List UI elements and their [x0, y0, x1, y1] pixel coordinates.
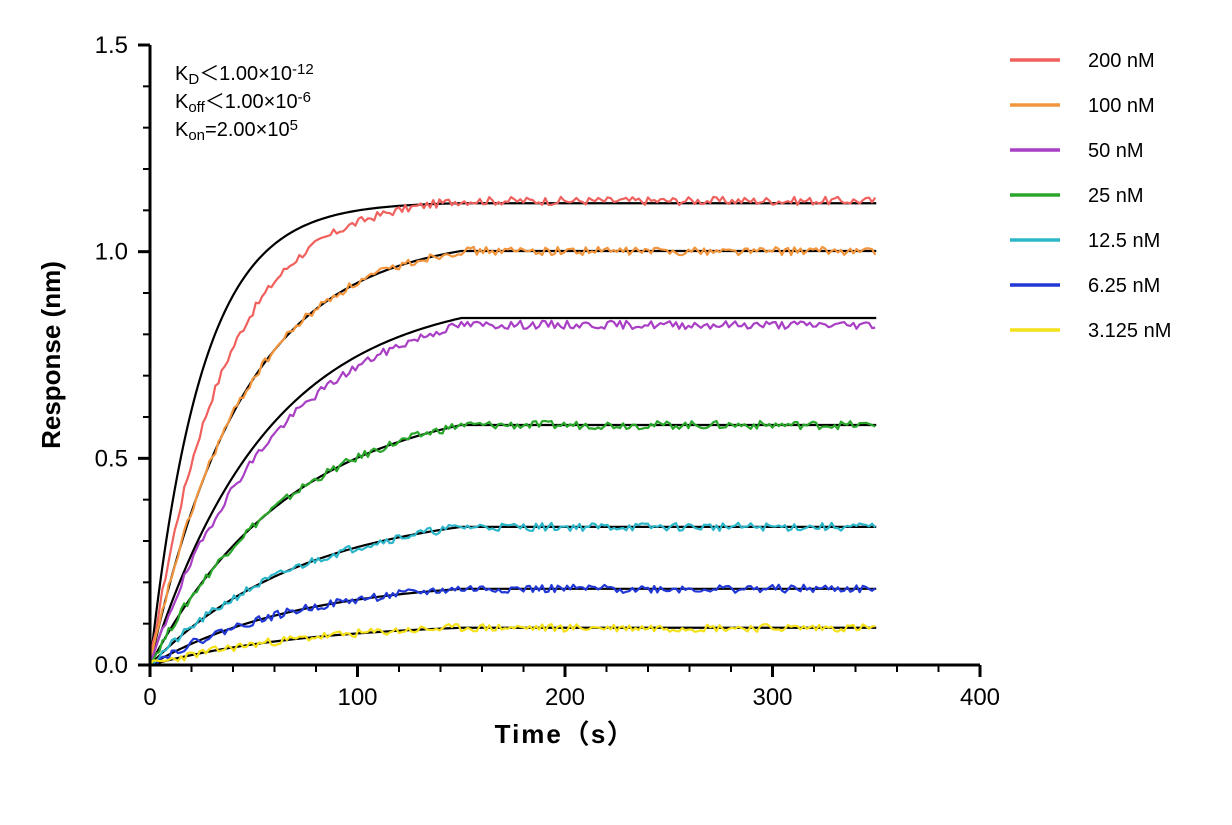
x-tick-label: 400 [960, 684, 1000, 711]
x-axis-label: Time（s） [495, 719, 636, 749]
legend-label: 12.5 nM [1088, 230, 1160, 252]
y-tick-label: 1.0 [95, 239, 128, 266]
legend-label: 200 nM [1088, 50, 1155, 72]
y-axis-label: Response (nm) [36, 261, 66, 449]
legend-label: 3.125 nM [1088, 320, 1171, 342]
y-tick-label: 0.5 [95, 445, 128, 472]
x-tick-label: 200 [545, 684, 585, 711]
x-tick-label: 300 [752, 684, 792, 711]
legend-label: 50 nM [1088, 140, 1144, 162]
y-tick-label: 1.5 [95, 32, 128, 59]
legend-label: 100 nM [1088, 95, 1155, 117]
binding-kinetics-chart: 0 100 200 300 400 0.0 0.5 1.0 1.5 Time（s） Response… [0, 0, 1232, 825]
legend-label: 25 nM [1088, 185, 1144, 207]
y-tick-label: 0.0 [95, 652, 128, 679]
x-tick-label: 0 [143, 684, 156, 711]
x-tick-label: 100 [337, 684, 377, 711]
legend-label: 6.25 nM [1088, 275, 1160, 297]
